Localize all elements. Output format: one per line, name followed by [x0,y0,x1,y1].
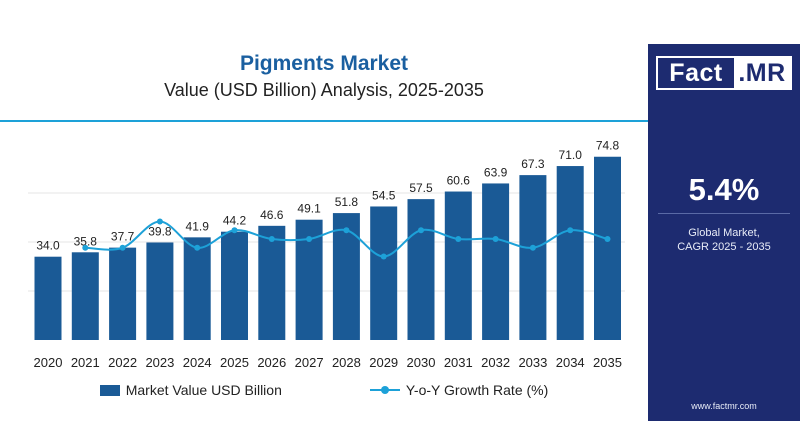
bar-value-label-2025: 44.2 [223,214,247,228]
growth-point-2031 [455,236,462,242]
legend-item-market-value: Market Value USD Billion [99,382,282,398]
legend-line-swatch [369,384,400,396]
growth-line-group [82,218,611,260]
logo-text-mr: .MR [734,58,790,88]
bar-2033 [519,175,547,340]
bar-value-label-2032: 63.9 [484,165,508,179]
growth-point-2024 [194,244,201,251]
bar-value-label-2023: 39.8 [148,224,172,238]
bar-value-label-2033: 67.3 [521,157,545,171]
bar-2034 [556,166,584,340]
bar-2024 [183,237,211,340]
bar-value-label-2022: 37.7 [111,230,135,244]
bars-group: 34.0 35.8 37.7 39.8 41.9 44.2 46.6 49.1 51.8 54.5… [34,139,621,340]
bar-2035 [594,156,621,340]
growth-point-2025 [231,227,238,234]
cagr-label-line1: Global Market, [688,227,760,239]
bar-value-label-2021: 35.8 [74,234,98,248]
growth-point-2028 [343,227,350,234]
website-url: www.factmr.com [691,401,757,411]
legend: Market Value USD Billion Y-o-Y Growth Ra… [0,382,648,398]
bar-value-label-2020: 34.0 [36,239,60,253]
bar-2030 [407,199,435,340]
logo-text-fact: Fact [669,58,723,87]
x-tick-label-2032: 2032 [481,355,510,370]
bar-value-label-2026: 46.6 [260,208,284,222]
bar-value-label-2034: 71.0 [559,148,583,162]
legend-bar-swatch [99,384,120,396]
growth-point-2032 [492,236,499,242]
growth-point-2022 [119,244,126,251]
bar-2020 [34,256,62,340]
chart-title: Pigments Market [239,52,409,75]
x-tick-label-2023: 2023 [145,355,174,370]
chart-card: 34.0 35.8 37.7 39.8 41.9 44.2 46.6 49.1 51.8 54.5… [0,44,800,421]
bar-value-label-2028: 51.8 [335,195,359,209]
factmr-logo: Fact .MR [656,56,792,90]
growth-point-2034 [567,227,574,234]
x-tick-label-2030: 2030 [407,355,436,370]
x-tick-label-2020: 2020 [34,355,63,370]
legend-label-market-value: Market Value USD Billion [125,382,282,398]
bar-value-label-2029: 54.5 [372,188,396,202]
x-tick-label-2022: 2022 [108,355,137,370]
x-axis-labels: 2020 2021 2022 2023 2024 2025 2026 2027 2028 2029… [34,355,622,370]
growth-point-2030 [418,227,424,234]
x-tick-label-2029: 2029 [369,355,398,370]
side-divider [658,213,790,214]
bar-value-label-2024: 41.9 [186,219,210,233]
x-tick-label-2027: 2027 [295,355,324,370]
growth-point-2023 [156,218,163,225]
x-tick-label-2025: 2025 [220,355,249,370]
bar-value-label-2035: 74.8 [596,139,620,153]
side-panel: Fact .MR 5.4% Global Market, CAGR 2025 -… [648,44,800,421]
x-tick-label-2021: 2021 [71,355,100,370]
growth-point-2027 [306,236,313,242]
bar-2031 [444,191,472,340]
bar-2022 [109,247,137,340]
x-tick-label-2034: 2034 [556,355,585,370]
bar-2025 [221,231,248,340]
x-tick-label-2033: 2033 [518,355,547,370]
bar-value-label-2031: 60.6 [447,174,471,188]
x-tick-label-2035: 2035 [593,355,622,370]
bar-2026 [258,225,286,340]
x-tick-label-2028: 2028 [332,355,361,370]
x-tick-label-2026: 2026 [257,355,286,370]
chart-svg: 34.0 35.8 37.7 39.8 41.9 44.2 46.6 49.1 51.8 54.5… [0,120,648,370]
growth-point-2033 [529,244,536,251]
bar-2032 [482,183,510,340]
growth-point-2035 [604,236,611,242]
cagr-value: 5.4% [688,172,760,207]
bar-2023 [146,242,174,340]
legend-item-growth-rate: Y-o-Y Growth Rate (%) [369,382,549,398]
cagr-label: Global Market, CAGR 2025 - 2035 [648,226,800,254]
bar-2028 [332,213,360,340]
chart-subtitle: Value (USD Billion) Analysis, 2025-2035 [164,80,484,100]
bar-value-label-2030: 57.5 [409,181,433,195]
growth-point-2021 [82,244,89,251]
bar-2021 [71,252,99,340]
x-tick-label-2024: 2024 [183,355,212,370]
bar-value-label-2027: 49.1 [297,202,321,216]
bar-2029 [370,206,398,340]
x-tick-label-2031: 2031 [444,355,473,370]
legend-label-growth-rate: Y-o-Y Growth Rate (%) [405,382,549,398]
growth-point-2026 [268,236,275,242]
growth-point-2029 [380,253,387,260]
cagr-label-line2: CAGR 2025 - 2035 [677,241,771,253]
